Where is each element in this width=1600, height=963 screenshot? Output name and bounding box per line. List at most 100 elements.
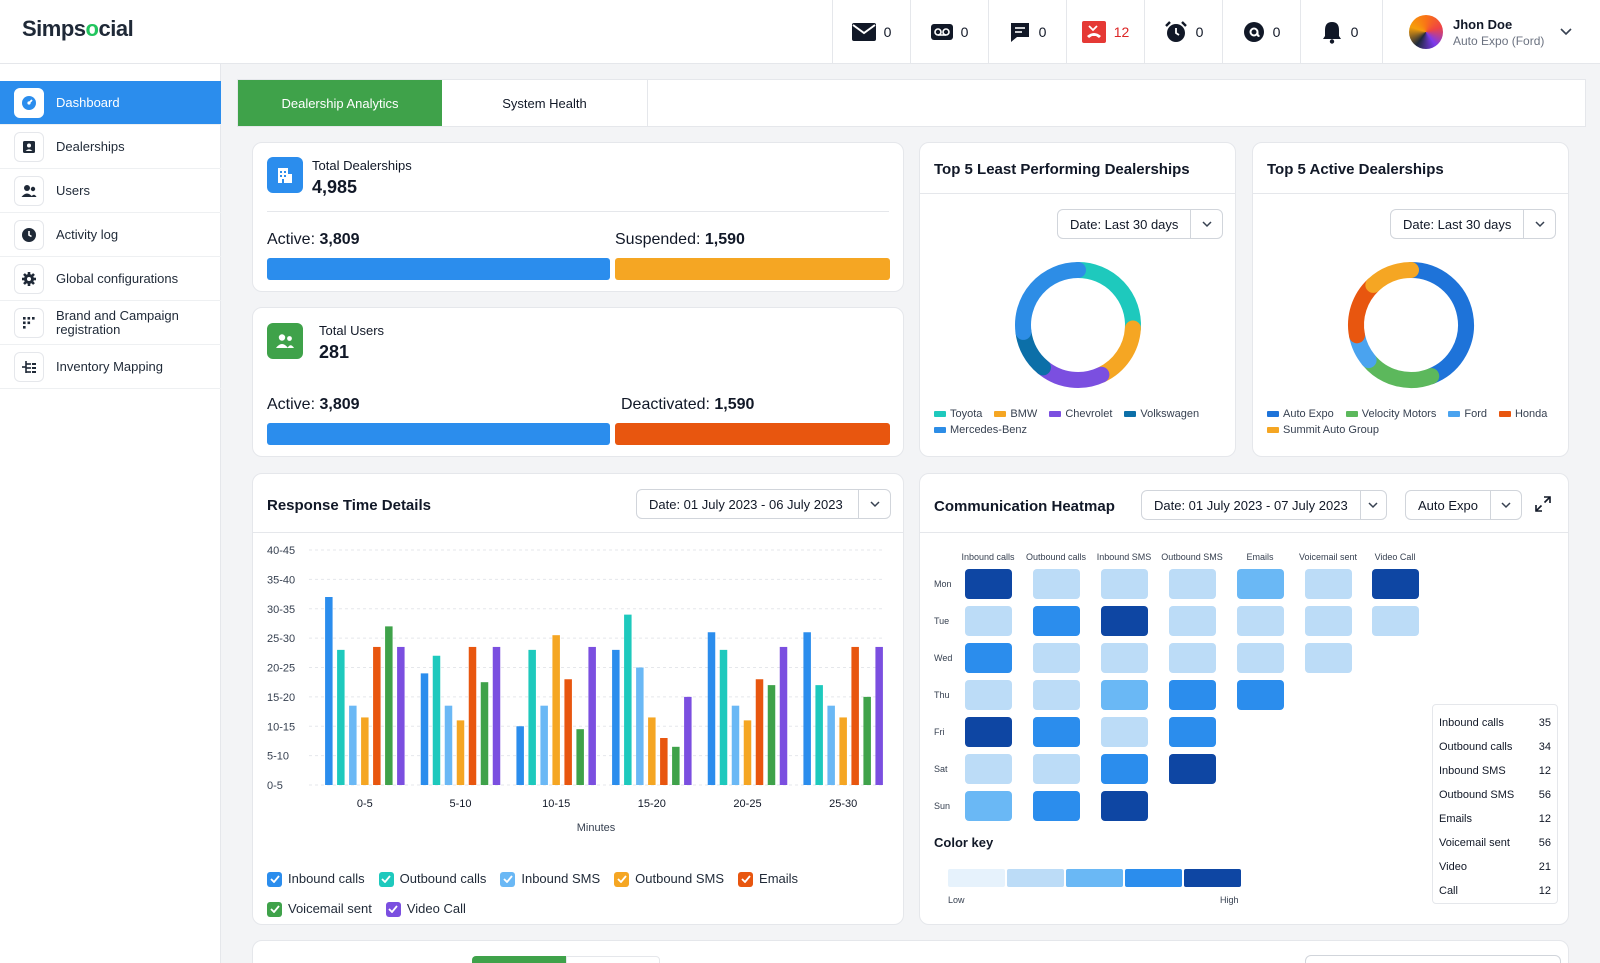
bar-inbound-calls[interactable] (707, 632, 716, 785)
heatmap-cell[interactable] (1101, 606, 1148, 636)
bar-video-call[interactable] (875, 646, 883, 785)
heatmap-cell[interactable] (965, 754, 1012, 784)
bar-inbound-sms[interactable] (444, 705, 453, 785)
heatmap-cell[interactable] (1169, 569, 1216, 599)
least-performing-legend-item[interactable]: Mercedes-Benz (934, 424, 1027, 436)
heatmap-cell[interactable] (965, 643, 1012, 673)
heatmap-cell[interactable] (1101, 643, 1148, 673)
notification-mail[interactable]: 0 (832, 0, 910, 64)
bar-video-call[interactable] (492, 646, 501, 785)
bar-voicemail-sent[interactable] (576, 729, 584, 785)
bar-outbound-calls[interactable] (815, 685, 823, 785)
bar-inbound-calls[interactable] (612, 649, 620, 785)
heatmap-cell[interactable] (1237, 680, 1284, 710)
sidebar-item-inventory-mapping[interactable]: Inventory Mapping (0, 345, 221, 389)
bar-inbound-sms[interactable] (827, 705, 835, 785)
active-dealerships-legend-item[interactable]: Honda (1498, 408, 1547, 420)
least-performing-legend-item[interactable]: BMW (994, 408, 1037, 420)
heatmap-cell[interactable] (1101, 791, 1148, 821)
bar-voicemail-sent[interactable] (863, 696, 871, 785)
active-dealerships-legend-item[interactable]: Auto Expo (1267, 408, 1334, 420)
notification-chat[interactable]: 0 (988, 0, 1066, 64)
bar-video-call[interactable] (684, 696, 692, 785)
heatmap-cell[interactable] (1305, 569, 1352, 599)
simpsocial-logo[interactable]: Simpsocial (22, 16, 134, 41)
notification-alerts[interactable]: 0 (1300, 0, 1378, 64)
least-performing-slice-bmw[interactable] (1093, 320, 1141, 383)
bar-outbound-calls[interactable] (432, 655, 441, 785)
notification-mentions[interactable]: 0 (1222, 0, 1300, 64)
heatmap-cell[interactable] (1033, 754, 1080, 784)
active-dealerships-date-dropdown[interactable]: Date: Last 30 days (1390, 209, 1556, 239)
least-performing-legend-item[interactable]: Toyota (934, 408, 982, 420)
notification-reminders[interactable]: 0 (1144, 0, 1222, 64)
bar-emails[interactable] (564, 679, 572, 785)
legend-checkbox-outbound-sms[interactable]: Outbound SMS (614, 864, 724, 894)
bar-video-call[interactable] (588, 646, 596, 785)
bottom-dropdown[interactable] (1305, 955, 1561, 963)
heatmap-cell[interactable] (1169, 754, 1216, 784)
notification-missed-calls[interactable]: 12 (1066, 0, 1144, 64)
bar-outbound-sms[interactable] (743, 720, 752, 785)
legend-checkbox-outbound-calls[interactable]: Outbound calls (378, 864, 486, 894)
sidebar-item-dashboard[interactable]: Dashboard (0, 81, 221, 125)
active-dealerships-slice-summit-auto-group[interactable] (1365, 262, 1419, 293)
bar-outbound-calls[interactable] (337, 649, 345, 785)
bar-emails[interactable] (373, 646, 381, 785)
heatmap-cell[interactable] (1305, 643, 1352, 673)
bar-emails[interactable] (755, 679, 764, 785)
least-performing-date-dropdown[interactable]: Date: Last 30 days (1057, 209, 1223, 239)
least-performing-legend-item[interactable]: Volkswagen (1124, 408, 1199, 420)
heatmap-cell[interactable] (1169, 643, 1216, 673)
heatmap-cell[interactable] (1101, 569, 1148, 599)
heatmap-cell[interactable] (1237, 606, 1284, 636)
bar-inbound-calls[interactable] (325, 597, 333, 785)
bar-voicemail-sent[interactable] (672, 746, 680, 785)
active-dealerships-legend-item[interactable]: Ford (1448, 408, 1487, 420)
legend-checkbox-inbound-sms[interactable]: Inbound SMS (500, 864, 600, 894)
heatmap-cell[interactable] (1101, 717, 1148, 747)
bar-voicemail-sent[interactable] (767, 685, 776, 785)
bar-voicemail-sent[interactable] (480, 682, 489, 785)
sidebar-item-brand-campaign-registration[interactable]: Brand and Campaign registration (0, 301, 221, 345)
bar-outbound-calls[interactable] (624, 614, 632, 785)
user-profile-menu[interactable]: Jhon Doe Auto Expo (Ford) (1382, 0, 1600, 64)
bar-emails[interactable] (851, 646, 859, 785)
bar-outbound-sms[interactable] (456, 720, 465, 785)
active-dealerships-slice-velocity-motors[interactable] (1360, 352, 1440, 388)
bar-outbound-sms[interactable] (552, 635, 560, 785)
bar-inbound-sms[interactable] (731, 705, 740, 785)
notification-voicemail[interactable]: 0 (910, 0, 988, 64)
bar-video-call[interactable] (779, 646, 788, 785)
bar-outbound-calls[interactable] (719, 649, 728, 785)
heatmap-cell[interactable] (1169, 680, 1216, 710)
legend-checkbox-voicemail-sent[interactable]: Voicemail sent (267, 894, 372, 924)
bar-inbound-sms[interactable] (349, 705, 357, 785)
bar-inbound-calls[interactable] (420, 673, 429, 785)
bottom-tab-inactive[interactable] (566, 956, 660, 963)
heatmap-dealership-dropdown[interactable]: Auto Expo (1405, 490, 1522, 520)
heatmap-cell[interactable] (1101, 680, 1148, 710)
heatmap-cell[interactable] (1033, 680, 1080, 710)
least-performing-slice-toyota[interactable] (1070, 262, 1141, 337)
active-dealerships-slice-auto-expo[interactable] (1403, 262, 1474, 385)
heatmap-cell[interactable] (1033, 717, 1080, 747)
bar-inbound-sms[interactable] (540, 705, 548, 785)
heatmap-cell[interactable] (965, 680, 1012, 710)
heatmap-cell[interactable] (1169, 606, 1216, 636)
heatmap-cell[interactable] (1169, 717, 1216, 747)
bar-outbound-sms[interactable] (839, 717, 847, 785)
bottom-tab-active[interactable] (472, 956, 566, 963)
legend-checkbox-inbound-calls[interactable]: Inbound calls (267, 864, 365, 894)
least-performing-slice-chevrolet[interactable] (1034, 359, 1110, 388)
least-performing-slice-mercedes-benz[interactable] (1015, 262, 1086, 340)
heatmap-cell[interactable] (965, 791, 1012, 821)
bar-outbound-sms[interactable] (648, 717, 656, 785)
legend-checkbox-emails[interactable]: Emails (738, 864, 798, 894)
expand-icon[interactable] (1535, 496, 1551, 512)
heatmap-cell[interactable] (1372, 569, 1419, 599)
bar-voicemail-sent[interactable] (385, 626, 393, 785)
heatmap-cell[interactable] (1033, 791, 1080, 821)
bar-inbound-sms[interactable] (636, 667, 644, 786)
active-dealerships-legend-item[interactable]: Summit Auto Group (1267, 424, 1379, 436)
